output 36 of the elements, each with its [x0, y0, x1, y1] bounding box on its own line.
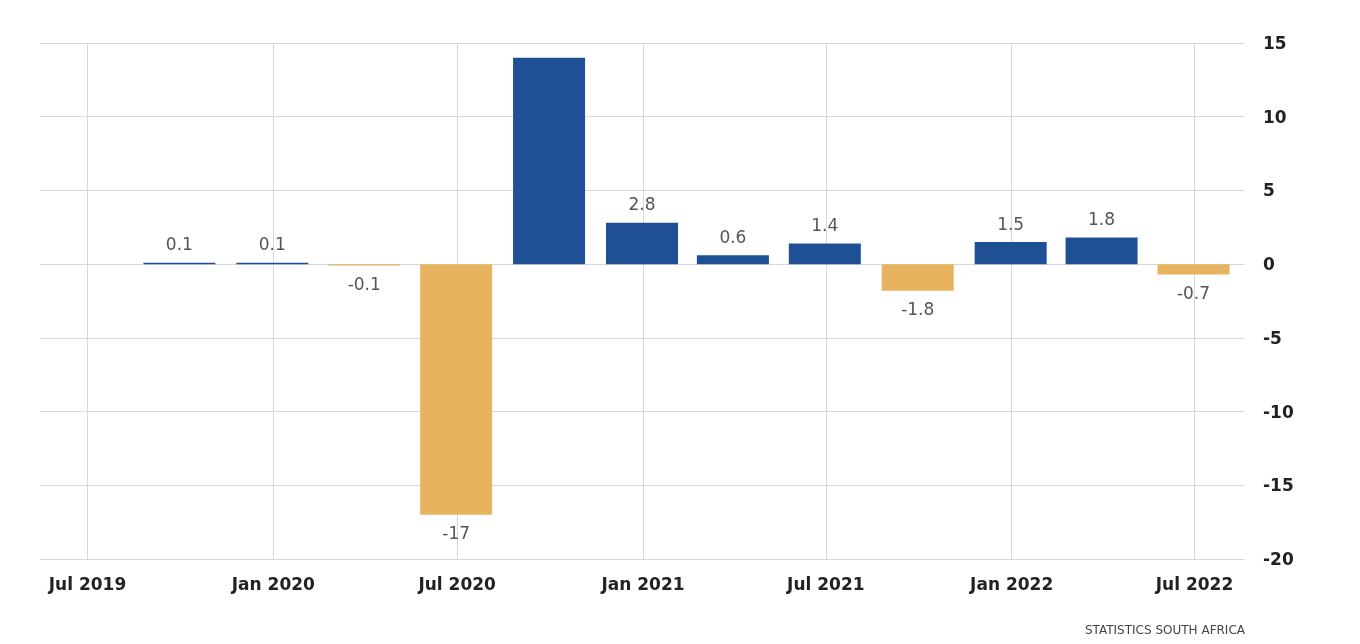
y-tick-label: 0	[1263, 254, 1275, 275]
data-label: 0.1	[258, 234, 286, 255]
bar	[974, 242, 1047, 265]
x-tick-label: Jul 2021	[786, 573, 865, 594]
x-tick-label: Jan 2020	[230, 573, 316, 594]
bar	[881, 264, 954, 291]
data-label: 0.1	[165, 234, 193, 255]
x-tick-label: Jul 2022	[1154, 573, 1234, 594]
bar	[696, 255, 769, 265]
x-tick-label: Jul 2020	[417, 573, 497, 594]
data-label: -1.8	[901, 299, 935, 320]
bar	[606, 222, 678, 265]
data-label: 1.8	[1088, 209, 1116, 230]
y-tick-label: -10	[1263, 401, 1294, 422]
bar	[1157, 264, 1230, 275]
y-tick-label: 15	[1263, 33, 1287, 53]
data-label: 0.6	[719, 226, 747, 247]
y-tick-label: -5	[1263, 327, 1282, 348]
bar	[420, 264, 493, 515]
x-tick-label: Jan 2022	[969, 573, 1054, 594]
y-tick-label: 5	[1263, 180, 1275, 201]
y-tick-label: 10	[1263, 106, 1287, 127]
data-label: -17	[442, 523, 471, 544]
bar	[1065, 237, 1138, 265]
x-tick-label: Jan 2021	[600, 573, 685, 594]
bar	[513, 57, 586, 265]
bar	[788, 243, 861, 265]
data-label: 2.8	[628, 194, 656, 215]
data-label: 1.5	[997, 213, 1025, 234]
data-label: -0.7	[1176, 282, 1211, 303]
y-tick-label: -15	[1263, 475, 1294, 496]
text: STATISTICS SOUTH AFRICA	[1084, 623, 1246, 637]
data-label: 1.4	[811, 215, 839, 235]
y-tick-label: -20	[1263, 549, 1294, 569]
x-tick-label: Jul 2019	[47, 573, 127, 594]
data-label: -0.1	[347, 274, 381, 295]
